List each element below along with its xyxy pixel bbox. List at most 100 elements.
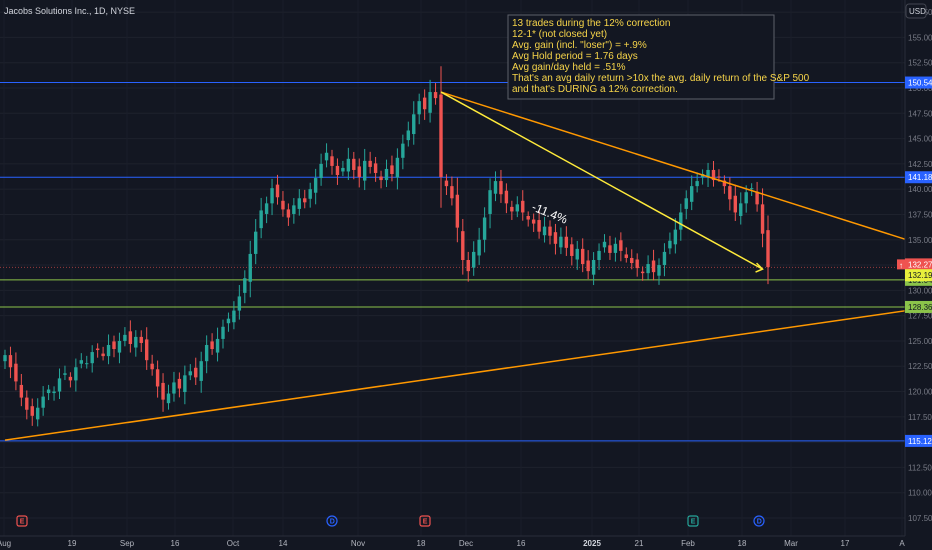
candle[interactable]	[243, 270, 247, 304]
candle[interactable]	[112, 335, 116, 358]
candle[interactable]	[68, 372, 73, 388]
candle[interactable]	[101, 346, 105, 361]
candle[interactable]	[123, 327, 127, 347]
candle[interactable]	[553, 223, 558, 255]
candle[interactable]	[297, 189, 301, 216]
candle[interactable]	[8, 346, 13, 379]
candle[interactable]	[313, 168, 318, 205]
candle[interactable]	[41, 386, 45, 416]
candle[interactable]	[488, 178, 492, 229]
candle[interactable]	[640, 266, 645, 281]
candle[interactable]	[575, 240, 579, 270]
candle[interactable]	[330, 149, 334, 175]
candle[interactable]	[264, 196, 269, 224]
candle[interactable]	[379, 170, 383, 189]
candle[interactable]	[286, 203, 291, 226]
candle[interactable]	[510, 200, 514, 220]
candle[interactable]	[352, 151, 356, 180]
candle[interactable]	[292, 198, 296, 224]
candle[interactable]	[36, 398, 40, 427]
candle[interactable]	[57, 368, 62, 400]
candle[interactable]	[85, 355, 89, 369]
candle[interactable]	[150, 354, 154, 376]
candle[interactable]	[95, 343, 100, 358]
candle[interactable]	[613, 237, 618, 262]
candle[interactable]	[155, 360, 160, 398]
candle[interactable]	[673, 218, 678, 254]
earnings-marker[interactable]: E	[419, 515, 431, 527]
candle[interactable]	[744, 185, 748, 213]
candle[interactable]	[145, 327, 149, 370]
candle[interactable]	[248, 240, 252, 298]
candle[interactable]	[117, 332, 122, 364]
candle[interactable]	[106, 334, 111, 365]
candle[interactable]	[275, 174, 280, 205]
candle[interactable]	[319, 153, 323, 186]
candle[interactable]	[559, 227, 563, 255]
candle[interactable]	[194, 357, 198, 386]
candle[interactable]	[357, 158, 361, 188]
candle[interactable]	[482, 207, 487, 253]
candle[interactable]	[433, 83, 438, 105]
candle[interactable]	[422, 89, 427, 120]
candle[interactable]	[472, 241, 476, 276]
candle[interactable]	[232, 301, 236, 330]
candle[interactable]	[526, 211, 530, 227]
annotation-note[interactable]: 13 trades during the 12% correction 12-1…	[507, 14, 810, 100]
candle[interactable]	[373, 156, 378, 182]
candle[interactable]	[30, 398, 34, 426]
candle[interactable]	[439, 66, 443, 208]
candle[interactable]	[477, 227, 481, 265]
candle[interactable]	[215, 327, 220, 362]
candle[interactable]	[630, 249, 634, 270]
candle[interactable]	[581, 238, 585, 273]
candle[interactable]	[324, 143, 329, 168]
candle[interactable]	[531, 213, 536, 232]
candle[interactable]	[204, 335, 209, 374]
candle[interactable]	[128, 320, 133, 353]
candle[interactable]	[515, 196, 519, 218]
candle[interactable]	[237, 284, 242, 320]
candle[interactable]	[188, 364, 192, 381]
candle[interactable]	[341, 160, 345, 177]
candle[interactable]	[270, 178, 274, 216]
candle[interactable]	[733, 184, 737, 221]
candlestick-series[interactable]	[3, 66, 770, 427]
candle[interactable]	[52, 386, 56, 401]
candle[interactable]	[690, 175, 694, 211]
candle[interactable]	[461, 218, 465, 275]
candle[interactable]	[14, 352, 18, 391]
candle[interactable]	[493, 171, 498, 202]
candle[interactable]	[739, 192, 743, 225]
candle[interactable]	[749, 183, 754, 197]
candle[interactable]	[444, 174, 449, 195]
candle[interactable]	[259, 197, 263, 239]
candle[interactable]	[25, 390, 29, 420]
candle[interactable]	[183, 365, 187, 405]
candle[interactable]	[684, 190, 688, 220]
candle[interactable]	[74, 358, 78, 392]
candle[interactable]	[706, 162, 710, 188]
candle[interactable]	[521, 190, 525, 221]
candle[interactable]	[711, 160, 716, 187]
candle[interactable]	[401, 134, 405, 170]
candle[interactable]	[504, 183, 509, 214]
candle[interactable]	[177, 372, 182, 398]
candle[interactable]	[221, 319, 225, 349]
earnings-marker[interactable]: E	[16, 515, 28, 527]
candle[interactable]	[602, 234, 607, 253]
candle[interactable]	[63, 365, 67, 381]
candle[interactable]	[368, 151, 372, 174]
candle[interactable]	[363, 148, 367, 191]
currency-button[interactable]: USD	[905, 3, 927, 19]
candle[interactable]	[428, 79, 432, 123]
candle[interactable]	[417, 93, 421, 125]
earnings-marker[interactable]: E	[687, 515, 699, 527]
candle[interactable]	[548, 220, 552, 245]
candle[interactable]	[19, 373, 24, 407]
candle[interactable]	[679, 203, 683, 241]
candle[interactable]	[766, 215, 770, 285]
candle[interactable]	[466, 251, 470, 282]
candle[interactable]	[172, 371, 176, 402]
